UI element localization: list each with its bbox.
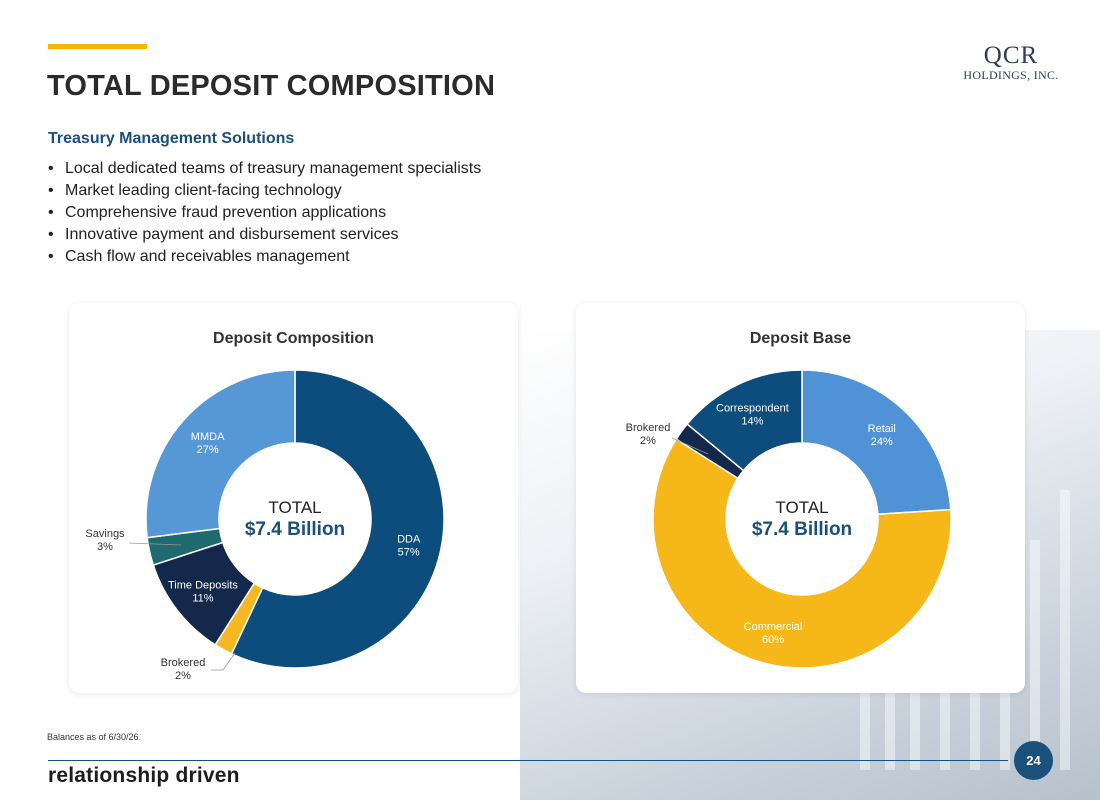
deposit-base-card: Deposit Base Retail 24% Commercial 60% Broke… [576,303,1025,693]
slice-percent: 57% [398,546,420,558]
leader-line [211,652,236,671]
slice-category: MMDA [191,431,225,443]
chart-title: Deposit Base [749,330,852,347]
slice-percent: 24% [871,436,893,448]
slice-dda [230,369,445,669]
slice-category: Commercial [744,621,803,633]
slice-percent: 27% [197,444,219,456]
logo-mark: QCR [983,42,1039,69]
slice-percent: 14% [741,416,763,428]
slice-category: DDA [397,533,421,545]
center-total-label: TOTAL [268,498,321,517]
slice-percent: 2% [640,435,656,447]
tagline: relationship driven [48,764,240,787]
leader-line [128,542,182,546]
footer-rule [48,760,1008,761]
bullet-item: Local dedicated teams of treasury manage… [48,158,481,180]
bullet-item: Innovative payment and disbursement serv… [48,224,481,246]
slice-category: Correspondent [716,403,789,415]
slice-mmda [145,369,296,539]
slice-category: Time Deposits [168,579,238,591]
company-logo: QCR HOLDINGS, INC. [962,42,1060,82]
bullet-item: Comprehensive fraud prevention applicati… [48,202,481,224]
slice-category: Savings [85,528,125,540]
bullet-item: Cash flow and receivables management [48,246,481,268]
slice-correspondent [686,369,803,472]
deposit-composition-card: Deposit Composition DDA 57% Brokered 2% Time… [69,303,518,693]
center-total-label: TOTAL [775,498,828,517]
slice-percent: 3% [97,541,113,553]
logo-subtitle: HOLDINGS, INC. [963,68,1059,82]
title-accent-bar [48,44,147,49]
page-title: TOTAL DEPOSIT COMPOSITION [47,70,496,102]
bullet-item: Market leading client-facing technology [48,180,481,202]
slice-retail [801,369,952,516]
slice-category: Retail [868,423,896,435]
leader-line [671,437,709,455]
slice-percent: 11% [192,592,213,604]
page-number-badge: 24 [1014,741,1053,780]
bullet-list: Local dedicated teams of treasury manage… [48,158,481,268]
slice-commercial [652,438,952,669]
center-total-value: $7.4 Billion [752,519,852,540]
slice-category: Brokered [161,657,206,669]
footnote: Balances as of 6/30/26. [47,732,142,742]
center-total-value: $7.4 Billion [245,519,345,540]
slice-percent: 2% [175,670,191,682]
slice-percent: 60% [762,634,784,646]
chart-title: Deposit Composition [213,330,374,347]
section-heading: Treasury Management Solutions [48,130,295,147]
slice-category: Brokered [626,422,671,434]
